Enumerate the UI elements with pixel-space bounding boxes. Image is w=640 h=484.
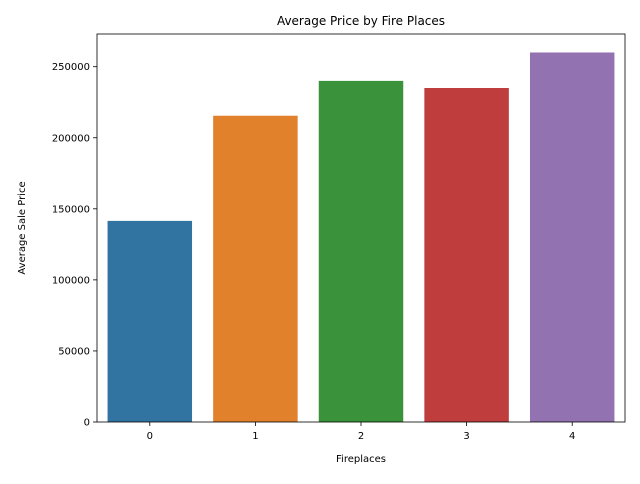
bar-2 (318, 80, 404, 423)
y-tick-label: 50000 (58, 346, 90, 357)
bar-1 (213, 115, 298, 422)
x-tick-label-0: 0 (147, 431, 153, 442)
y-axis-ticks: 0 50000 100000 150000 200000 250000 (52, 62, 97, 429)
y-tick-label: 100000 (52, 275, 90, 286)
bar-4 (529, 52, 615, 422)
bar-0 (107, 220, 193, 422)
x-axis-ticks: 0 1 2 3 4 (147, 422, 575, 442)
x-tick-label-3: 3 (463, 431, 469, 442)
y-tick-label: 150000 (52, 204, 90, 215)
chart-title: Average Price by Fire Places (277, 14, 445, 28)
x-tick-label-4: 4 (569, 431, 575, 442)
x-tick-label-2: 2 (358, 431, 364, 442)
x-tick-label-1: 1 (252, 431, 258, 442)
y-tick-label: 200000 (52, 133, 90, 144)
plot-frame (96, 33, 626, 423)
bars-layer (107, 52, 615, 423)
y-tick-label: 250000 (52, 62, 90, 73)
y-axis-label: Average Sale Price (17, 181, 28, 274)
y-tick-label: 0 (84, 418, 90, 429)
x-axis-label: Fireplaces (336, 454, 386, 465)
bar-3 (424, 88, 509, 422)
